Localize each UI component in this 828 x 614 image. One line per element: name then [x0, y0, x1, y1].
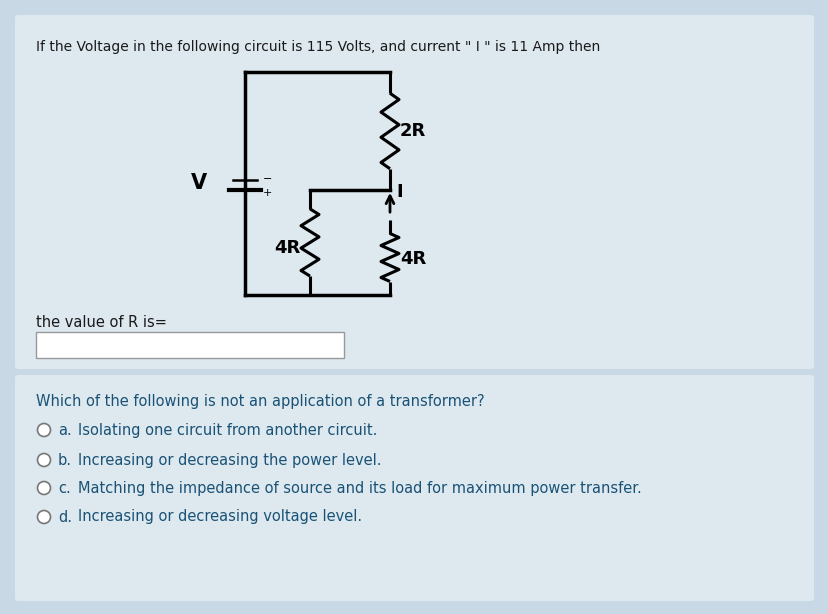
- Text: I: I: [396, 183, 402, 201]
- Circle shape: [37, 424, 51, 437]
- Circle shape: [37, 454, 51, 467]
- Text: V: V: [190, 173, 207, 193]
- Text: 4R: 4R: [273, 238, 300, 257]
- Text: Isolating one circuit from another circuit.: Isolating one circuit from another circu…: [78, 422, 377, 438]
- Text: Which of the following is not an application of a transformer?: Which of the following is not an applica…: [36, 394, 484, 409]
- Text: a.: a.: [58, 422, 72, 438]
- Text: Increasing or decreasing voltage level.: Increasing or decreasing voltage level.: [78, 510, 362, 524]
- Text: −: −: [262, 174, 272, 184]
- Text: c.: c.: [58, 481, 70, 495]
- Text: +: +: [262, 188, 272, 198]
- Text: Matching the impedance of source and its load for maximum power transfer.: Matching the impedance of source and its…: [78, 481, 641, 495]
- Text: d.: d.: [58, 510, 72, 524]
- Circle shape: [37, 481, 51, 494]
- Circle shape: [37, 510, 51, 524]
- FancyBboxPatch shape: [15, 375, 813, 601]
- Text: the value of R is=: the value of R is=: [36, 315, 166, 330]
- Text: 2R: 2R: [400, 122, 426, 140]
- Text: Increasing or decreasing the power level.: Increasing or decreasing the power level…: [78, 453, 381, 467]
- Text: 4R: 4R: [400, 249, 426, 268]
- FancyBboxPatch shape: [36, 332, 344, 358]
- Text: b.: b.: [58, 453, 72, 467]
- Text: If the Voltage in the following circuit is 115 Volts, and current " I " is 11 Am: If the Voltage in the following circuit …: [36, 40, 599, 54]
- FancyBboxPatch shape: [15, 15, 813, 369]
